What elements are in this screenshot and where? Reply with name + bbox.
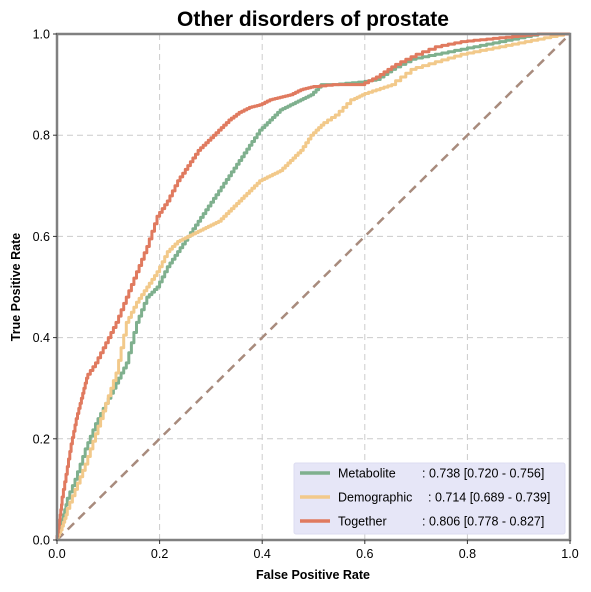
- x-tick-label: 0.0: [48, 547, 65, 561]
- x-axis-label: False Positive Rate: [256, 568, 370, 582]
- y-axis-label: True Positive Rate: [9, 233, 23, 341]
- x-tick-label: 0.4: [254, 547, 271, 561]
- legend-label-demographic: Demographic: [338, 491, 412, 505]
- grid-lines: [57, 34, 570, 540]
- series-layer: [55, 32, 570, 540]
- y-tick-label: 0.2: [33, 432, 50, 446]
- y-tick-label: 0.0: [33, 534, 50, 548]
- chart-title: Other disorders of prostate: [177, 8, 449, 31]
- legend-label-together: Together: [338, 515, 387, 529]
- plot-frame: [55, 32, 572, 542]
- x-tick-label: 0.8: [459, 547, 476, 561]
- legend-label-metabolite: Metabolite: [338, 467, 396, 481]
- y-tick-label: 0.8: [33, 129, 50, 143]
- legend-value-demographic: : 0.714 [0.689 - 0.739]: [428, 491, 550, 505]
- legend-box: [293, 462, 566, 535]
- chance-diagonal-line: [56, 33, 571, 541]
- x-tick-label: 0.6: [356, 547, 373, 561]
- y-axis-ticks: 0.0 0.2 0.4 0.6 0.8 1.0: [33, 28, 57, 548]
- legend-value-metabolite: : 0.738 [0.720 - 0.756]: [422, 467, 544, 481]
- y-tick-label: 0.4: [33, 331, 50, 345]
- series-line-demographic: [55, 32, 570, 540]
- y-tick-label: 0.6: [33, 230, 50, 244]
- series-line-together: [55, 32, 570, 540]
- x-axis-ticks: 0.0 0.2 0.4 0.6 0.8 1.0: [48, 540, 579, 561]
- x-tick-label: 1.0: [561, 547, 578, 561]
- legend: Metabolite : 0.738 [0.720 - 0.756] Demogra…: [293, 462, 566, 535]
- legend-value-together: : 0.806 [0.778 - 0.827]: [422, 515, 544, 529]
- y-tick-label: 1.0: [33, 28, 50, 42]
- x-tick-label: 0.2: [151, 547, 168, 561]
